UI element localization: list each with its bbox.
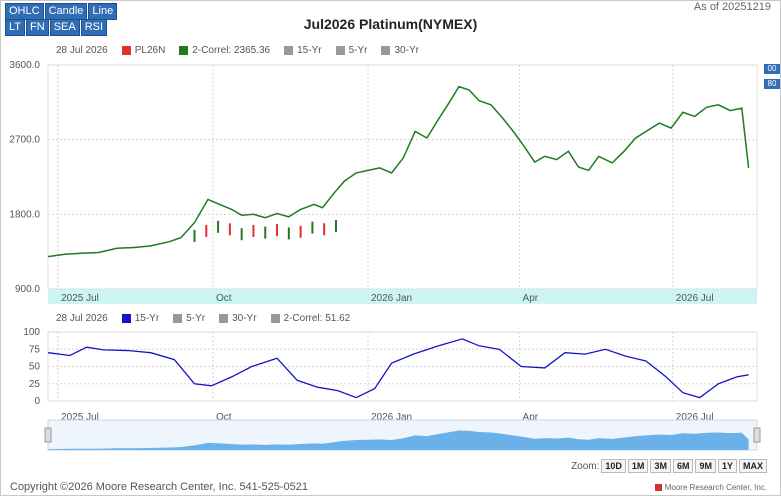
legend-swatch (121, 46, 131, 55)
legend-swatch (381, 46, 391, 55)
legend-label: 5-Yr (348, 45, 368, 56)
legend-swatch (121, 314, 131, 323)
y-tick-label: 2700.0 (9, 135, 40, 146)
y-tick-label: 75 (29, 344, 41, 355)
legend-date: 28 Jul 2026 (56, 45, 108, 56)
lower-legend: 28 Jul 2026 15-Yr 5-Yr 30-Yr 2-Correl: 5… (56, 313, 350, 324)
zoom-1y-button[interactable]: 1Y (717, 459, 737, 473)
x-tick-label: Oct (216, 293, 232, 304)
legend-swatch (284, 46, 294, 55)
legend-item-15-yr[interactable]: 15-Yr (121, 313, 160, 324)
pl26n-bar (299, 225, 302, 238)
navigator-handle-right[interactable] (753, 427, 761, 443)
series-line-2-correl (47, 85, 750, 258)
legend-date: 28 Jul 2026 (56, 313, 108, 324)
legend-swatch (173, 314, 183, 323)
legend-label: 30-Yr (394, 45, 419, 56)
zoom-label: Zoom: (571, 460, 600, 472)
right-tag: 00 (764, 64, 780, 74)
x-tick-label: Apr (523, 412, 539, 423)
logo-icon (654, 484, 662, 491)
pl26n-bar (287, 227, 290, 240)
rsi-button[interactable]: RSI (80, 19, 108, 36)
legend-swatch (270, 314, 280, 323)
ohlc-button[interactable]: OHLC (5, 3, 44, 20)
pl26n-bar (240, 228, 243, 241)
credit[interactable]: Moore Research Center, Inc. (654, 483, 767, 492)
sea-button[interactable]: SEA (49, 19, 80, 36)
fn-button[interactable]: FN (26, 19, 49, 36)
zoom-9m-button[interactable]: 9M (695, 459, 716, 473)
lower-plot-area (47, 331, 758, 402)
as-of-date: As of 20251219 (693, 1, 771, 13)
line-button[interactable]: Line (88, 3, 118, 20)
zoom-6m-button[interactable]: 6M (672, 459, 694, 473)
x-tick-label: 2026 Jul (676, 412, 714, 423)
y-tick-label: 1800.0 (9, 209, 40, 220)
toolbar-row-1: OHLC Candle Line (5, 3, 118, 20)
legend-item-5-yr[interactable]: 5-Yr (335, 45, 368, 56)
pl26n-bar (193, 229, 196, 242)
pl26n-bar (311, 221, 314, 234)
chart-title: Jul2026 Platinum(NYMEX) (303, 16, 478, 32)
zoom-max-button[interactable]: MAX (739, 459, 767, 473)
pl26n-bar (334, 219, 337, 232)
right-tag: 80 (764, 79, 780, 89)
x-tick-label: 2025 Jul (61, 293, 99, 304)
legend-item-2-correl[interactable]: 2-Correl: 2365.36 (179, 45, 270, 56)
legend-item-2-correl[interactable]: 2-Correl: 51.62 (270, 313, 351, 324)
navigator-handle-left[interactable] (44, 427, 52, 443)
legend-swatch (219, 314, 229, 323)
y-tick-label: 900.0 (15, 284, 40, 295)
legend-label: PL26N (134, 45, 166, 56)
zoom-10d-button[interactable]: 10D (601, 459, 626, 473)
legend-item-15-yr[interactable]: 15-Yr (284, 45, 322, 56)
main-plot-area (47, 64, 758, 290)
legend-label: 2-Correl: 2365.36 (192, 45, 271, 56)
x-tick-label: 2026 Jan (371, 293, 412, 304)
copyright: Copyright ©2026 Moore Research Center, I… (10, 481, 308, 493)
legend-label: 30-Yr (232, 313, 257, 324)
main-band (48, 289, 757, 304)
x-tick-label: Apr (523, 293, 539, 304)
legend-swatch (335, 46, 345, 55)
pl26n-bar (205, 224, 208, 237)
legend-item-pl26n[interactable]: PL26N (121, 45, 166, 56)
pl26n-bar (217, 220, 220, 233)
legend-label: 5-Yr (186, 313, 206, 324)
credit-label: Moore Research Center, Inc. (664, 483, 767, 492)
legend-item-5-yr[interactable]: 5-Yr (173, 313, 205, 324)
x-tick-label: 2026 Jul (676, 293, 714, 304)
y-tick-label: 100 (23, 327, 40, 338)
toolbar-row-2: LT FN SEA RSI (5, 19, 108, 36)
x-tick-label: 2026 Jan (371, 412, 412, 423)
lt-button[interactable]: LT (5, 19, 26, 36)
y-tick-label: 25 (29, 379, 41, 390)
legend-item-30-yr[interactable]: 30-Yr (219, 313, 257, 324)
legend-label: 15-Yr (134, 313, 160, 324)
series-line-15-yr (47, 338, 749, 399)
zoom-1m-button[interactable]: 1M (627, 459, 649, 473)
legend-label: 15-Yr (297, 45, 322, 56)
x-tick-label: 2025 Jul (61, 412, 99, 423)
zoom-3m-button[interactable]: 3M (650, 459, 671, 473)
y-tick-label: 3600.0 (9, 60, 40, 71)
y-tick-label: 50 (29, 362, 41, 373)
pl26n-bar (252, 224, 255, 237)
pl26n-bar (276, 224, 279, 237)
main-legend: 28 Jul 2026 PL26N 2-Correl: 2365.36 15-Y… (56, 45, 419, 56)
pl26n-bar (323, 223, 326, 236)
legend-label: 2-Correl: 51.62 (283, 313, 351, 324)
zoom-controls: Zoom: 10D 1M 3M 6M 9M 1Y MAX (571, 459, 767, 473)
y-tick-label: 0 (34, 396, 40, 407)
legend-item-30-yr[interactable]: 30-Yr (381, 45, 419, 56)
pl26n-bar (264, 226, 267, 239)
navigator-area (48, 430, 749, 450)
legend-swatch (179, 46, 189, 55)
pl26n-bar (228, 223, 231, 236)
x-tick-label: Oct (216, 412, 232, 423)
